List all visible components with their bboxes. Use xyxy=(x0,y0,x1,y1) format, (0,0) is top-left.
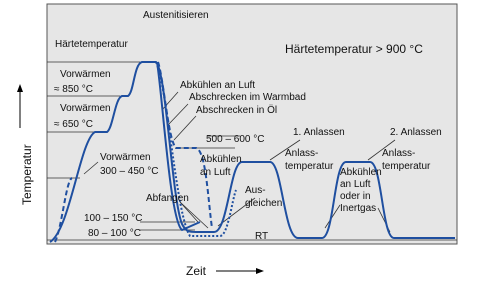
label: 1. Anlassen xyxy=(293,127,345,138)
label: Abkühlen xyxy=(200,154,242,165)
label: Inertgas xyxy=(340,203,376,214)
label: gleichen xyxy=(245,198,282,209)
label: Abkühlen xyxy=(340,167,382,178)
label: 500 – 600 °C xyxy=(206,134,265,145)
label: Abschrecken im Warmbad xyxy=(189,92,306,103)
labels: Austenitisieren Härtetemperatur Vorwärmen ≈… xyxy=(54,10,442,242)
axis-x: Zeit xyxy=(186,264,264,278)
title: Härtetemperatur > 900 °C xyxy=(285,42,423,56)
label: Vorwärmen xyxy=(60,69,111,80)
label: an Luft xyxy=(200,167,231,178)
axis-label: Zeit xyxy=(186,264,207,278)
label: Vorwärmen xyxy=(60,103,111,114)
label: ≈ 850 °C xyxy=(54,84,93,95)
label: 80 – 100 °C xyxy=(88,228,141,239)
label: Vorwärmen xyxy=(100,152,151,163)
label: Anlass- xyxy=(285,148,318,159)
label: temperatur xyxy=(285,161,334,172)
label: Härtetemperatur xyxy=(55,39,128,50)
label: Austenitisieren xyxy=(143,10,209,21)
label: 300 – 450 °C xyxy=(100,166,159,177)
label: oder in xyxy=(340,191,371,202)
axis-label: Temperatur xyxy=(20,144,34,205)
main-curve xyxy=(49,61,455,243)
label: 2. Anlassen xyxy=(390,127,442,138)
label: temperatur xyxy=(382,161,431,172)
dotted-curve xyxy=(155,61,237,237)
label: 100 – 150 °C xyxy=(84,213,143,224)
label: Abkühlen an Luft xyxy=(180,80,255,91)
label: ≈ 650 °C xyxy=(54,119,93,130)
label: Aus- xyxy=(245,185,266,196)
dashed-curve xyxy=(54,61,213,243)
label: Abschrecken in Öl xyxy=(196,104,277,116)
label: Abfangen xyxy=(146,193,189,204)
panel xyxy=(46,3,458,245)
label: an Luft xyxy=(340,179,371,190)
label: Anlass- xyxy=(382,148,415,159)
oil-curve xyxy=(156,61,201,232)
axis-y: Temperatur xyxy=(17,84,34,205)
label: RT xyxy=(255,231,268,242)
